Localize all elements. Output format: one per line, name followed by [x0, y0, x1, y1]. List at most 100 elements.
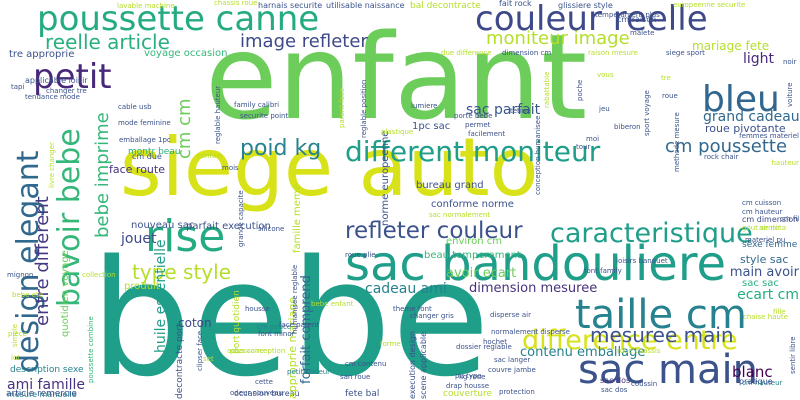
- cloud-word: execution design: [408, 330, 417, 399]
- cloud-word: refleter couleur: [345, 218, 523, 244]
- cloud-word: sac dos: [601, 386, 628, 394]
- cloud-word: norme europeenne: [380, 130, 391, 226]
- cloud-word: harnais securite: [258, 1, 323, 10]
- cloud-word: dossier reglable: [456, 343, 512, 351]
- cloud-word: light: [743, 51, 775, 67]
- cloud-word: tapi: [11, 83, 25, 91]
- cloud-word: applicable loisir: [25, 76, 88, 85]
- cloud-word: sac parfait: [466, 102, 541, 118]
- cloud-word: caracteristique: [550, 218, 753, 249]
- cloud-word: collection: [82, 271, 116, 279]
- cloud-word: jouet: [121, 231, 157, 247]
- cloud-word: securite point: [240, 112, 289, 120]
- cloud-word: occasion bureau: [234, 389, 300, 398]
- cloud-word: cm fil: [780, 215, 800, 223]
- cloud-word: drap housse: [446, 382, 490, 390]
- cloud-word: petit: [33, 57, 112, 97]
- cloud-word: rock chair: [704, 153, 739, 161]
- cloud-word: contenu emballage: [520, 345, 646, 360]
- cloud-word: description sexe: [10, 365, 84, 375]
- cloud-word: conforme norme: [431, 199, 514, 210]
- cloud-word: poussette canne: [37, 0, 320, 39]
- cloud-word: parfait execution: [186, 221, 271, 232]
- cloud-word: ami famille: [7, 377, 85, 393]
- cloud-word: plastique: [381, 128, 414, 136]
- cloud-word: montr beau: [128, 147, 181, 157]
- cloud-word: port quotidien: [232, 290, 242, 354]
- cloud-word: confort: [197, 152, 222, 160]
- cloud-word: bureau grand: [416, 180, 484, 191]
- cloud-word: quotidien voyage: [60, 250, 71, 337]
- cloud-word: mesure manuelle: [7, 390, 77, 399]
- cloud-word: cm raison: [617, 15, 657, 24]
- cloud-word: fille: [773, 308, 786, 316]
- cloud-word: humanisee reglable: [291, 264, 299, 334]
- cloud-word: tetine: [510, 107, 531, 115]
- cloud-word: couverture: [443, 389, 492, 399]
- cloud-word: lavable machine: [117, 2, 175, 10]
- cloud-word: jeu: [599, 105, 610, 113]
- cloud-word: clipser face: [196, 330, 204, 371]
- cloud-word: entre different: [32, 196, 53, 326]
- cloud-word: face route: [109, 163, 165, 176]
- cloud-word: bebe: [90, 225, 490, 400]
- cloud-word: silicone: [258, 225, 285, 233]
- cloud-word: roue chassis: [617, 347, 661, 355]
- cloud-word: huile essentielle: [153, 239, 169, 353]
- cloud-word: noir: [783, 58, 797, 66]
- cloud-word: accessoire: [227, 347, 264, 355]
- cloud-word: cm poussette: [665, 136, 788, 157]
- cloud-word: siege auto: [120, 121, 539, 214]
- cloud-word: famille meme: [292, 184, 303, 253]
- cloud-word: mariage fete: [692, 39, 770, 53]
- cloud-word: sport voyage: [643, 90, 651, 136]
- cloud-word: parent face: [338, 87, 346, 128]
- cloud-word: main avoir: [729, 265, 799, 280]
- cloud-word: different moniteur: [345, 135, 601, 168]
- cloud-word: europeenne securite: [673, 1, 746, 9]
- cloud-word: cm hauteur: [742, 379, 783, 387]
- cloud-word: mignon: [7, 271, 34, 279]
- cloud-word: san roue: [340, 373, 371, 381]
- cloud-word: livre changer: [48, 142, 56, 188]
- cloud-word: cm cuisson: [742, 199, 782, 207]
- cloud-word: biberon: [614, 123, 641, 131]
- cloud-word: loisirs banquet: [616, 257, 668, 265]
- cloud-word: produit: [124, 281, 160, 292]
- cloud-word: glissiere style: [558, 1, 613, 10]
- cloud-word: voyage occasion: [144, 48, 228, 59]
- cloud-word: roue plie: [345, 251, 376, 259]
- cloud-word: vous: [597, 71, 614, 79]
- cloud-word: sentir libre: [789, 336, 797, 374]
- cloud-word: changer tre: [46, 87, 87, 95]
- cloud-word: environ cm: [446, 236, 502, 247]
- cloud-word: bebe ete: [12, 291, 44, 299]
- cloud-word: temperament plus: [595, 11, 660, 19]
- cloud-word: housse: [245, 305, 270, 313]
- cloud-word: mode feminine: [118, 119, 171, 127]
- cloud-word: tour: [576, 143, 591, 151]
- cloud-word: bebe enfant: [311, 300, 354, 308]
- cloud-word: facilement: [468, 130, 506, 138]
- cloud-word: gout sentir: [742, 224, 781, 232]
- cloud-word: due difference: [441, 49, 492, 57]
- cloud-word: bleu: [702, 79, 780, 120]
- cloud-word: tre: [661, 74, 671, 82]
- cloud-word: simple: [11, 323, 19, 347]
- cloud-word: couvre jambe: [488, 366, 536, 374]
- cloud-word: enfant: [205, 8, 588, 146]
- cloud-word: voiture: [786, 82, 794, 107]
- cloud-word: fait rock: [499, 0, 532, 8]
- cloud-word: tendance mode: [25, 93, 80, 101]
- cloud-word: mois: [222, 164, 239, 172]
- cloud-word: reglable position: [360, 79, 368, 138]
- cloud-word: forme: [380, 340, 401, 348]
- cloud-word: poche: [576, 79, 584, 101]
- cloud-word: type style: [132, 260, 231, 284]
- cloud-word: roue: [662, 92, 678, 100]
- cloud-word: poid kg: [240, 136, 322, 161]
- cloud-word: chaise haute: [743, 313, 788, 321]
- cloud-word: cette: [255, 378, 273, 386]
- cloud-word: normalement disperse: [491, 328, 570, 336]
